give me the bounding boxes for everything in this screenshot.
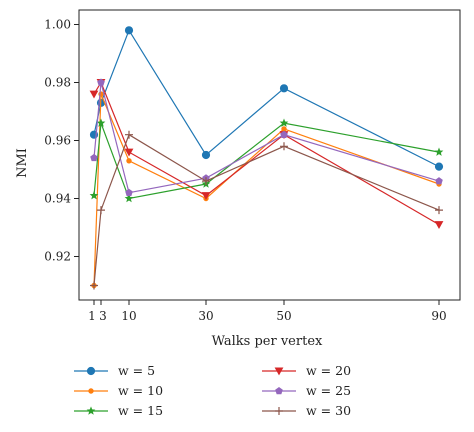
y-axis: 0.92 0.94 0.96 0.98 1.00 — [44, 18, 79, 264]
data-point — [126, 158, 132, 164]
data-point — [90, 153, 98, 162]
y-tick-label: 1.00 — [44, 18, 71, 32]
legend-label: w = 10 — [118, 383, 163, 398]
series-layer — [89, 26, 444, 290]
series-line — [93, 93, 440, 286]
legend-label: w = 20 — [306, 363, 351, 378]
x-axis-label: Walks per vertex — [212, 334, 323, 349]
legend-marker — [274, 367, 284, 376]
data-point — [89, 90, 99, 99]
y-axis-label: NMI — [15, 148, 30, 178]
data-point — [124, 193, 134, 203]
data-point — [434, 147, 444, 156]
data-point — [281, 126, 287, 132]
y-tick-label: 0.98 — [44, 76, 71, 90]
y-tick-label: 0.94 — [44, 192, 71, 206]
series-line — [93, 133, 440, 286]
data-point — [97, 78, 105, 86]
data-point — [201, 192, 211, 200]
x-tick-label: 50 — [276, 309, 291, 323]
plot-border — [78, 9, 461, 301]
legend-item: w = 5 — [74, 363, 155, 378]
legend-item: w = 30 — [262, 403, 351, 418]
data-point — [280, 142, 288, 151]
data-point — [201, 150, 211, 160]
legend-label: w = 30 — [306, 403, 351, 418]
x-tick-label: 10 — [121, 309, 136, 323]
data-point — [97, 206, 105, 215]
data-point — [96, 118, 106, 127]
legend-marker — [86, 366, 96, 376]
data-point — [202, 177, 210, 186]
data-point — [124, 26, 134, 35]
x-axis: 1 3 10 30 50 90 — [88, 300, 447, 323]
legend-item: w = 20 — [262, 363, 351, 378]
data-point — [434, 162, 444, 171]
x-tick-label: 3 — [99, 309, 107, 323]
series-line — [93, 122, 440, 200]
legend: w = 5 w = 10 w = 15 w = 20 w = 25 w = 30 — [74, 363, 351, 418]
series-6 — [90, 130, 443, 290]
series-line — [93, 28, 440, 168]
legend-marker — [88, 388, 94, 394]
legend-marker — [86, 406, 96, 415]
data-point — [435, 177, 443, 185]
data-point — [124, 148, 134, 157]
x-tick-label: 30 — [198, 309, 213, 323]
data-point — [125, 130, 133, 139]
legend-item: w = 15 — [74, 403, 163, 418]
data-point — [90, 281, 98, 290]
legend-label: w = 15 — [118, 403, 163, 418]
legend-label: w = 5 — [118, 363, 155, 378]
data-point — [435, 206, 443, 215]
x-tick-label: 90 — [431, 309, 446, 323]
legend-item: w = 25 — [262, 383, 351, 398]
y-tick-label: 0.92 — [44, 250, 71, 264]
legend-label: w = 25 — [306, 383, 351, 398]
legend-marker — [275, 407, 283, 415]
x-tick-label: 1 — [88, 309, 96, 323]
data-point — [280, 130, 288, 138]
data-point — [89, 191, 99, 200]
series-line — [93, 82, 440, 194]
data-point — [434, 221, 444, 229]
data-point — [279, 118, 289, 127]
legend-marker — [275, 387, 283, 395]
y-tick-label: 0.96 — [44, 134, 71, 148]
plot-area — [78, 9, 461, 301]
data-point — [125, 188, 133, 196]
series-5 — [90, 78, 443, 196]
legend-item: w = 10 — [74, 383, 163, 398]
data-point — [279, 84, 289, 93]
